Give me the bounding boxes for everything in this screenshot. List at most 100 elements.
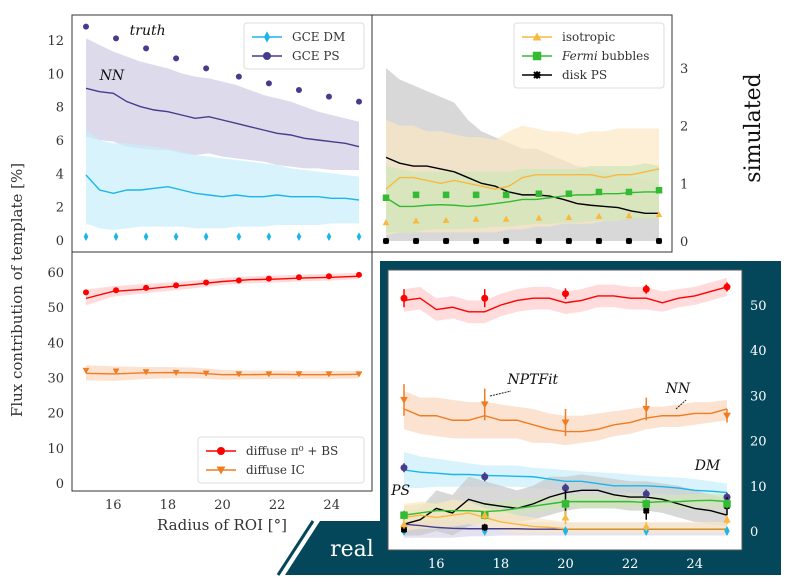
x-tick-label: 20 [214,498,231,513]
truth-marker [265,371,273,378]
truth-marker [472,191,480,199]
truth-marker [83,23,89,30]
y-tick-label: 60 [47,266,64,281]
truth-marker [625,237,633,245]
truth-marker [266,232,272,242]
line-fermi-bubbles [385,191,659,208]
npt-marker [724,525,730,537]
y-tick-label: 20 [47,407,64,422]
line-disk-ps [385,156,659,215]
legend: diffuse π⁰ + BS diffuse IC [197,436,365,484]
npt-marker [562,525,569,537]
npt-marker [480,511,489,519]
line-diffuse-pi0-+-bs [85,275,360,300]
legend-label-italic: Fermi [561,49,598,63]
truth-marker [502,191,510,199]
truth-marker [356,98,362,105]
truth-marker [203,279,210,286]
truth-marker [113,232,119,242]
panel-sim-small: 0 1 2 3 isotropic Fermi bubbles disk PS [382,22,688,250]
legend-label: Fermi bubbles [561,49,649,63]
truth-marker [442,237,450,245]
panel-sim-gce: 0 2 4 6 8 10 12 truth NN GCE DM GCE PS [47,22,365,249]
truth-marker [502,237,510,245]
truth-marker [173,282,180,289]
truth-marker [83,289,89,296]
truth-marker [265,275,272,282]
npt-marker [400,520,408,528]
truth-marker [535,190,543,197]
x-tick-label: 16 [105,498,122,513]
line-dm [403,469,728,494]
legend-label-rest: bubbles [598,49,650,63]
truth-marker [412,237,420,245]
legend-label: GCE PS [292,49,340,63]
truth-marker [143,45,150,52]
y-tick-label: 40 [47,336,64,351]
line-gce-dm [85,174,360,201]
side-label-simulated: simulated [741,73,766,182]
npt-marker [400,294,408,302]
truth-marker [143,232,149,242]
truth-marker [442,191,450,199]
npt-marker [723,500,731,508]
truth-marker [472,215,480,222]
truth-marker [113,35,120,42]
legend-label: diffuse π⁰ + BS [246,444,338,458]
y-tick-label: 12 [47,34,64,49]
y-tick-label: 0 [750,525,758,540]
y-tick-label: 3 [680,62,688,77]
annotation-truth: truth [130,23,166,39]
annotation-ps: PS [390,483,410,499]
truth-marker [565,237,573,245]
x-tick-label: 20 [557,557,574,572]
legend-marker-circle [217,447,225,455]
truth-marker [326,232,332,242]
y-tick-label: 10 [47,67,64,82]
truth-marker [172,369,180,377]
line-diffuse-pi0-+-bs [403,286,728,313]
npt-marker [400,511,408,519]
y-tick-label: 0 [680,235,688,250]
panel-frame-bottom-left [71,251,373,492]
legend-marker-x [533,71,541,79]
truth-marker [295,371,303,378]
npt-marker [723,283,731,291]
legend-box [197,436,365,484]
truth-marker [412,191,420,199]
npt-marker [723,412,731,420]
truth-marker [143,284,150,291]
truth-marker [113,287,120,294]
npt-marker [642,490,650,498]
x-tick-label: 22 [269,498,286,513]
x-tick-label: 22 [622,557,639,572]
legend-marker-square [532,51,542,61]
npt-marker [723,515,731,523]
truth-marker [142,369,150,376]
y-tick-label: 0 [56,477,64,492]
truth-marker [356,232,362,242]
npt-marker [643,507,650,514]
npt-leader-line [489,390,512,397]
truth-marker [625,212,633,219]
truth-marker [655,210,663,218]
legend-label: isotropic [562,30,616,44]
legend-marker-triangle-down [216,466,226,475]
truth-marker [382,194,390,201]
truth-marker [535,214,543,221]
y-tick-label: 4 [56,167,64,182]
y-tick-label: 20 [750,435,767,450]
legend-box [243,22,365,70]
npt-marker [481,473,489,481]
truth-marker [356,271,362,278]
y-tick-label: 50 [47,301,64,316]
truth-marker [202,370,210,377]
npt-marker [561,500,570,508]
legend-box [513,22,665,89]
truth-marker [295,87,302,93]
nn-leader-line [675,399,687,410]
truth-marker [442,216,450,223]
line-isotropic [385,168,660,190]
truth-marker [265,80,272,87]
